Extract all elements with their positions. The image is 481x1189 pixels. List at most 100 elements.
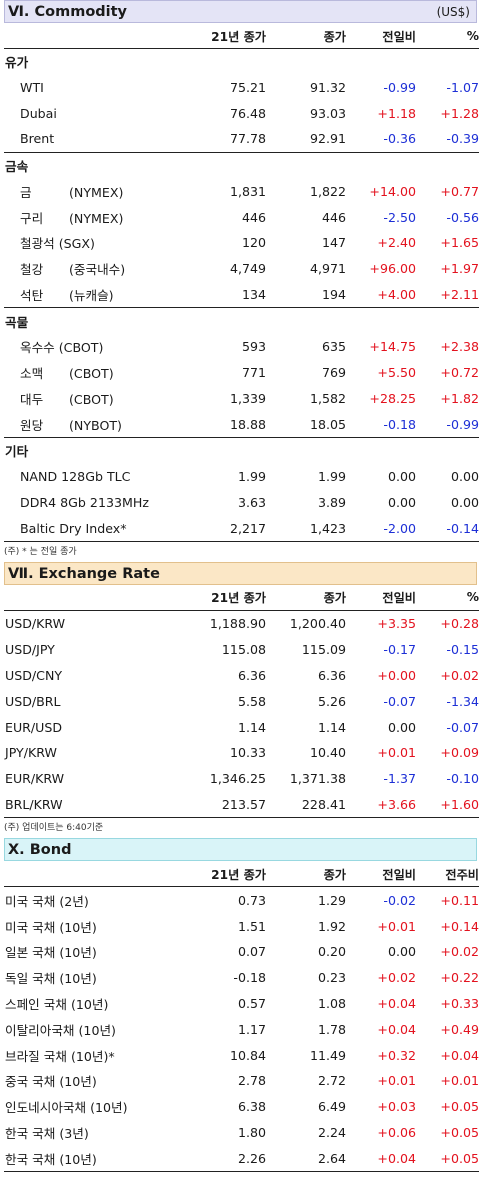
commodity-name: 철강 (중국내수) — [4, 256, 180, 282]
close-value: 1,423 — [266, 515, 346, 542]
commodity-name: 석탄 (뉴캐슬) — [4, 281, 180, 309]
change-value: +5.50 — [377, 365, 416, 381]
table-row: USD/KRW 1,188.90 1,200.40 +3.35 +0.28 — [4, 610, 479, 636]
close-value: 4,971 — [309, 261, 346, 277]
percent-value: -1.34 — [446, 693, 479, 709]
change-value: 0.00 — [387, 719, 416, 735]
commodity-name-main: WTI — [20, 79, 44, 95]
commodity-name-main: 소맥 — [20, 366, 44, 382]
col-header-percent: % — [416, 23, 479, 49]
change-value: -0.07 — [383, 693, 416, 709]
bond-name: 한국 국채 (10년) — [4, 1145, 180, 1173]
percent-value: -0.14 — [416, 515, 479, 542]
change-value: +0.00 — [377, 667, 416, 683]
percent-value: +2.38 — [440, 339, 479, 355]
commodity-name-main: 석탄 — [20, 287, 44, 303]
change-value: +0.06 — [377, 1124, 416, 1140]
prev-close-value: 1.14 — [237, 719, 266, 735]
exchange-note: (주) 업데이트는 6:40기준 — [4, 823, 104, 834]
close-value: 1,582 — [309, 390, 346, 406]
table-row: 대두 (CBOT) 1,339 1,582 +28.25 +1.82 — [4, 385, 479, 411]
table-row: 중국 국채 (10년) 2.78 2.72 +0.01 +0.01 — [4, 1068, 479, 1094]
commodity-name: 철광석 (SGX) — [4, 230, 180, 256]
percent-value: +1.97 — [440, 261, 479, 277]
change-value: +4.00 — [346, 281, 416, 309]
table-row: 옥수수 (CBOT) 593 635 +14.75 +2.38 — [4, 334, 479, 360]
commodity-name-main: 철강 — [20, 262, 44, 278]
change-value: +0.04 — [377, 1021, 416, 1037]
prev-close-value: 593 — [241, 339, 266, 355]
bond-name: 인도네시아국채 (10년) — [5, 1100, 128, 1116]
close-value: 10.40 — [309, 745, 346, 761]
table-row: USD/JPY 115.08 115.09 -0.17 -0.15 — [4, 637, 479, 663]
col-header-prev-close: 21년 종가 — [180, 23, 266, 49]
prev-close-value: 6.38 — [237, 1099, 266, 1115]
table-row: 철강 (중국내수) 4,749 4,971 +96.00 +1.97 — [4, 256, 479, 282]
change-value: -0.18 — [346, 411, 416, 439]
weekly-change-value: +0.05 — [416, 1145, 479, 1173]
exchange-name: BRL/KRW — [4, 791, 180, 819]
prev-close-value: 446 — [241, 209, 266, 225]
close-value: 1.08 — [317, 995, 346, 1011]
close-value: 115.09 — [301, 642, 346, 658]
close-value: 1,822 — [309, 183, 346, 199]
prev-close-value: 1.99 — [237, 468, 266, 484]
group-label: 금속 — [5, 159, 29, 175]
close-value: 18.05 — [266, 411, 346, 439]
commodity-name-market: (NYMEX) — [69, 184, 124, 200]
table-row: 구리 (NYMEX) 446 446 -2.50 -0.56 — [4, 204, 479, 230]
exchange-title-text: Ⅶ. Exchange Rate — [8, 565, 160, 582]
percent-value: +0.72 — [440, 365, 479, 381]
bond-body: 미국 국채 (2년) 0.73 1.29 -0.02 +0.11 미국 국채 (10년) 1… — [4, 887, 479, 1173]
change-value: +14.75 — [369, 339, 416, 355]
prev-close-value: 2.26 — [180, 1145, 266, 1173]
col-header-change: 전일비 — [346, 861, 416, 888]
prev-close-value: 10.84 — [229, 1047, 266, 1063]
change-value: 0.00 — [387, 468, 416, 484]
close-value: 0.23 — [317, 970, 346, 986]
table-row: 스페인 국채 (10년) 0.57 1.08 +0.04 +0.33 — [4, 991, 479, 1017]
change-value: -0.17 — [383, 642, 416, 658]
exchange-section-title: Ⅶ. Exchange Rate — [4, 561, 477, 585]
table-row: USD/BRL 5.58 5.26 -0.07 -1.34 — [4, 688, 479, 714]
commodity-name: WTI — [4, 75, 180, 101]
commodity-title-text: Ⅵ. Commodity — [8, 4, 128, 20]
prev-close-value: 75.21 — [229, 79, 266, 95]
change-value: -0.02 — [383, 892, 416, 908]
prev-close-value: 120 — [241, 235, 266, 251]
commodity-name-main: Baltic Dry Index* — [20, 520, 127, 536]
weekly-change-value: +0.01 — [440, 1073, 479, 1089]
close-value: 194 — [266, 281, 346, 309]
close-value: 1.29 — [317, 892, 346, 908]
col-header-close: 종가 — [266, 861, 346, 888]
close-value: 91.32 — [309, 79, 346, 95]
commodity-header-row: 21년 종가 종가 전일비 % — [4, 23, 479, 49]
weekly-change-value: +0.05 — [440, 1124, 479, 1140]
close-value: 2.24 — [317, 1124, 346, 1140]
weekly-change-value: +0.02 — [440, 944, 479, 960]
prev-close-value: 1,831 — [229, 183, 266, 199]
percent-value: 0.00 — [450, 494, 479, 510]
group-label: 유가 — [5, 55, 29, 71]
percent-value: -1.07 — [446, 79, 479, 95]
prev-close-value: 1,188.90 — [209, 616, 266, 632]
commodity-name-main: Dubai — [20, 105, 57, 121]
bond-name: 한국 국채 (3년) — [5, 1125, 89, 1141]
prev-close-value: 1,339 — [229, 390, 266, 406]
percent-value: -0.15 — [446, 642, 479, 658]
table-row: 한국 국채 (3년) 1.80 2.24 +0.06 +0.05 — [4, 1120, 479, 1146]
commodity-name-main: 금 — [20, 184, 32, 200]
table-row: Brent 77.78 92.91 -0.36 -0.39 — [4, 126, 479, 153]
exchange-name: USD/CNY — [5, 667, 63, 683]
prev-close-value: 213.57 — [180, 791, 266, 819]
table-row: 독일 국채 (10년) -0.18 0.23 +0.02 +0.22 — [4, 965, 479, 991]
weekly-change-value: +0.11 — [440, 892, 479, 908]
percent-value: +1.65 — [440, 235, 479, 251]
close-value: 1.99 — [317, 468, 346, 484]
change-value: -0.36 — [346, 126, 416, 153]
prev-close-value: 1.17 — [237, 1021, 266, 1037]
commodity-name-main: 옥수수 (CBOT) — [20, 340, 104, 356]
change-value: -2.50 — [383, 209, 416, 225]
close-value: 1,371.38 — [289, 771, 346, 787]
